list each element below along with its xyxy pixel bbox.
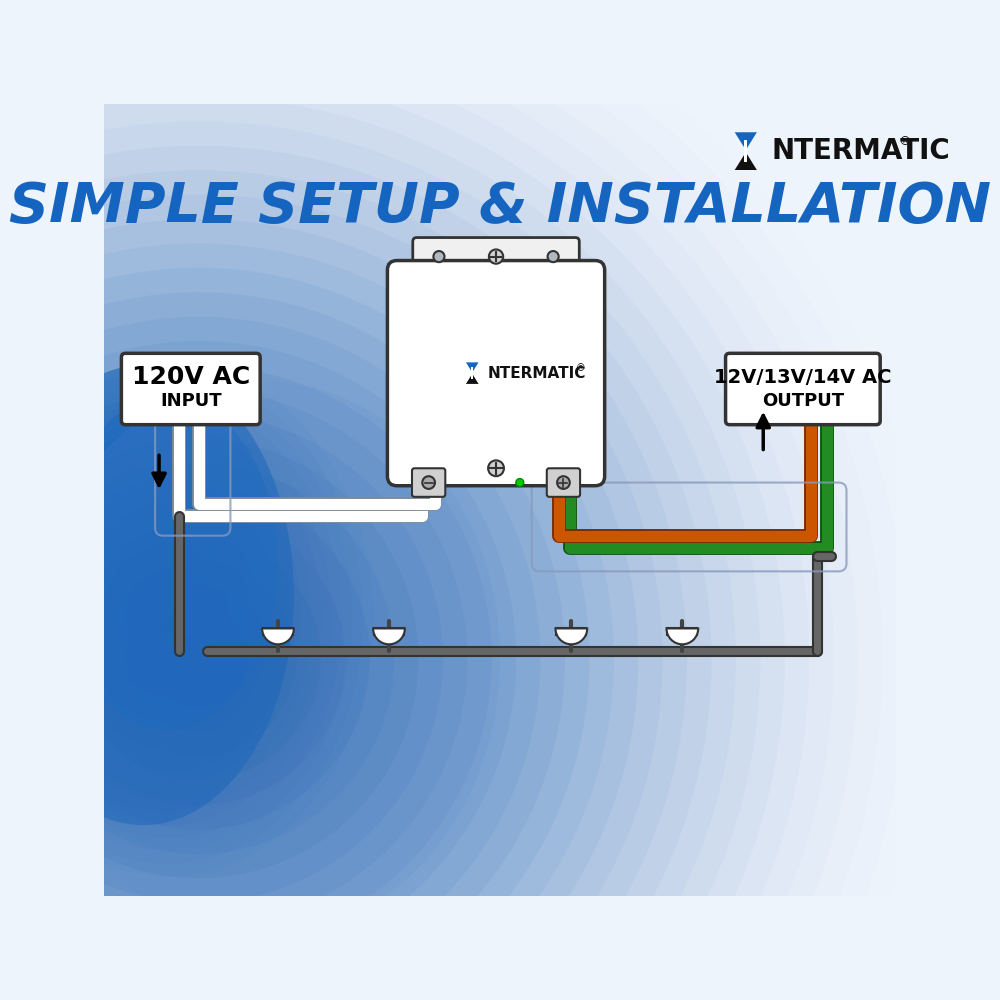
Text: NTERMATIC: NTERMATIC (772, 137, 951, 165)
Polygon shape (735, 152, 757, 170)
Text: 12V/13V/14V AC: 12V/13V/14V AC (714, 368, 892, 387)
Wedge shape (373, 628, 405, 644)
Ellipse shape (0, 439, 418, 878)
Ellipse shape (0, 341, 516, 976)
Ellipse shape (24, 381, 500, 936)
Bar (744, 140, 747, 162)
FancyBboxPatch shape (547, 468, 580, 497)
Ellipse shape (3, 463, 394, 854)
Circle shape (489, 249, 503, 264)
Ellipse shape (174, 634, 223, 683)
Ellipse shape (0, 292, 565, 1000)
Text: NTERMATIC: NTERMATIC (488, 366, 586, 381)
Bar (667, 628, 697, 635)
Wedge shape (262, 628, 294, 644)
Circle shape (488, 460, 504, 476)
Text: SIMPLE SETUP & INSTALLATION: SIMPLE SETUP & INSTALLATION (9, 180, 991, 234)
Ellipse shape (0, 390, 467, 927)
Circle shape (422, 476, 435, 489)
Text: 120V AC: 120V AC (132, 365, 250, 389)
Ellipse shape (28, 488, 370, 830)
Ellipse shape (0, 365, 294, 825)
Bar (471, 367, 473, 379)
Bar (263, 628, 293, 635)
Polygon shape (735, 132, 757, 150)
Text: INPUT: INPUT (160, 392, 222, 410)
Ellipse shape (56, 397, 278, 730)
FancyBboxPatch shape (726, 353, 880, 425)
Ellipse shape (52, 512, 345, 805)
Circle shape (548, 251, 559, 262)
Polygon shape (466, 362, 479, 373)
Circle shape (516, 479, 524, 487)
Ellipse shape (0, 414, 443, 903)
Text: OUTPUT: OUTPUT (762, 392, 844, 410)
Ellipse shape (0, 268, 589, 1000)
FancyBboxPatch shape (387, 261, 605, 486)
Ellipse shape (0, 219, 638, 1000)
Text: ®: ® (575, 363, 585, 373)
Circle shape (557, 476, 570, 489)
Ellipse shape (77, 536, 321, 781)
Bar (556, 628, 586, 635)
Ellipse shape (125, 585, 272, 732)
Circle shape (433, 251, 444, 262)
Ellipse shape (150, 610, 248, 707)
Ellipse shape (101, 561, 296, 756)
FancyBboxPatch shape (121, 353, 260, 425)
Ellipse shape (0, 366, 492, 952)
Text: ®: ® (898, 135, 911, 148)
Wedge shape (667, 628, 698, 644)
Ellipse shape (0, 243, 614, 1000)
FancyBboxPatch shape (412, 468, 445, 497)
Ellipse shape (0, 317, 541, 1000)
Polygon shape (466, 374, 479, 384)
Wedge shape (556, 628, 587, 644)
FancyBboxPatch shape (413, 238, 579, 276)
Bar (374, 628, 404, 635)
